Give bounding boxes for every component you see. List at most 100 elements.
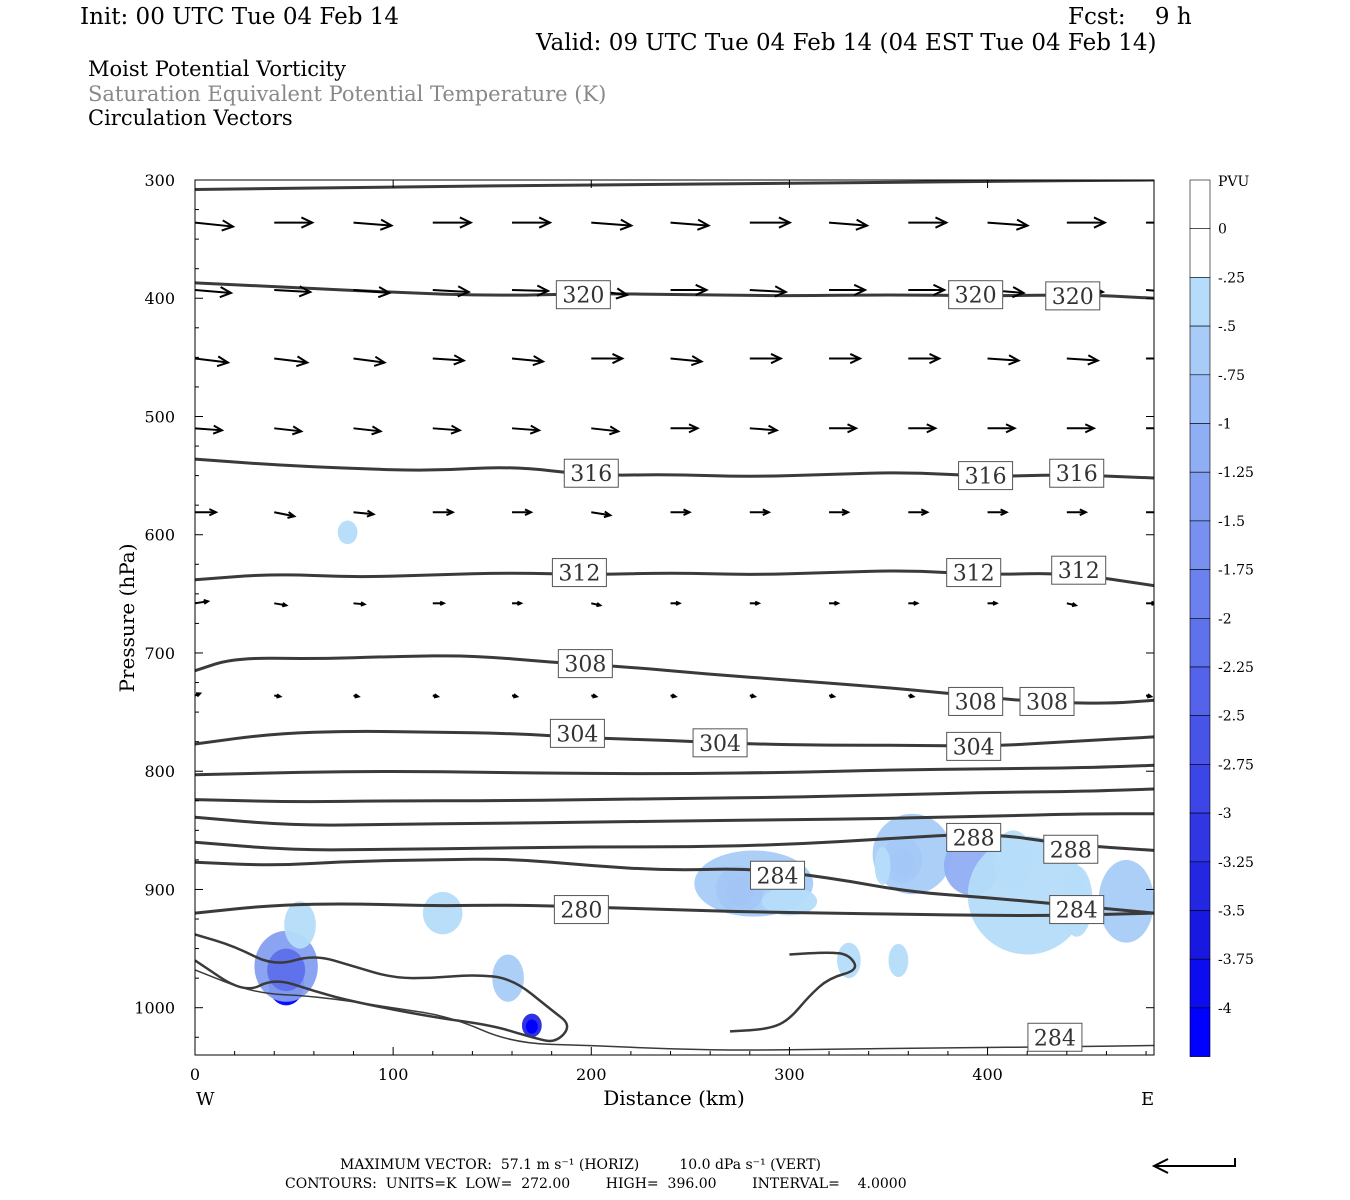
- colorbar-tick-label: -.25: [1218, 270, 1245, 286]
- contour-label: 320: [1052, 285, 1094, 310]
- circulation-vector: [987, 508, 1009, 517]
- colorbar-swatch: [1189, 617, 1211, 668]
- contour-label: 304: [699, 732, 741, 757]
- contour-label: 288: [953, 826, 995, 851]
- contour-label: 280: [560, 899, 602, 924]
- circulation-vector: [987, 423, 1017, 434]
- contour-label-box: [1027, 1022, 1083, 1052]
- colorbar-tick-label: -1.25: [1218, 465, 1254, 481]
- init-time: Init: 00 UTC Tue 04 Feb 14: [80, 4, 400, 30]
- contour-label: 288: [1050, 838, 1092, 863]
- circulation-vector: [670, 283, 709, 296]
- circulation-vector: [591, 510, 613, 519]
- contour-label: 284: [1056, 899, 1098, 924]
- contour-label-box: [946, 558, 1002, 588]
- circulation-vector: [670, 600, 682, 606]
- y-tick-label: 400: [144, 289, 175, 308]
- colorbar-swatch: [1189, 520, 1211, 570]
- circulation-vector: [274, 602, 289, 608]
- contour-label: 284: [757, 864, 799, 889]
- contour-label: 316: [570, 462, 612, 487]
- circulation-vector: [512, 508, 534, 517]
- circulation-vector: [511, 355, 546, 367]
- colorbar-swatch: [1189, 179, 1211, 230]
- circulation-vector: [432, 693, 441, 699]
- circulation-vector: [512, 600, 524, 606]
- circulation-vector: [195, 692, 203, 698]
- circulation-vector: [1146, 357, 1154, 360]
- colorbar-tick-label: -2: [1218, 611, 1232, 627]
- circulation-vector: [511, 284, 551, 297]
- x-axis-label: Distance (km): [603, 1086, 745, 1110]
- circulation-vector: [511, 424, 542, 435]
- y-tick-label: 900: [144, 880, 175, 899]
- colorbar-swatch: [1189, 423, 1211, 473]
- contour-label-box: [1049, 458, 1105, 488]
- contour-label: 316: [1056, 462, 1098, 487]
- contour-label: 308: [1026, 690, 1068, 715]
- colorbar-tick-label: -2.25: [1218, 660, 1254, 676]
- circulation-vector: [432, 424, 463, 435]
- circulation-vector: [987, 354, 1021, 366]
- circulation-vector: [432, 600, 447, 606]
- circulation-vector: [829, 423, 859, 434]
- colorbar-tick-label: -3: [1218, 806, 1232, 822]
- y-tick-label: 700: [144, 644, 175, 663]
- circulation-vector: [274, 693, 283, 699]
- circulation-vector: [987, 600, 999, 606]
- circulation-vector: [670, 508, 692, 517]
- mpv-shade: [1098, 859, 1154, 943]
- contour-label-box: [555, 280, 611, 310]
- forecast-hour: Fcst: 9 h: [1068, 4, 1192, 30]
- contour-label-box: [948, 686, 1004, 716]
- circulation-vector: [353, 425, 383, 436]
- colorbar-swatch: [1189, 325, 1211, 376]
- circulation-vector: [908, 216, 949, 229]
- circulation-vector: [1145, 288, 1154, 292]
- isentrope-324: [195, 180, 1154, 191]
- circulation-vector: [1146, 511, 1154, 514]
- colorbar-tick-label: -3.75: [1218, 952, 1254, 968]
- x-tick-label: 300: [774, 1065, 805, 1084]
- x-tick-label: 100: [378, 1065, 409, 1084]
- mpv-shade: [267, 948, 306, 992]
- circulation-vector: [432, 354, 467, 366]
- title-mpv: Moist Potential Vorticity: [88, 57, 346, 81]
- x-end-label-left: W: [196, 1089, 215, 1110]
- y-tick-label: 600: [144, 526, 175, 545]
- colorbar-swatch: [1189, 958, 1211, 1009]
- x-end-label-right: E: [1141, 1089, 1154, 1110]
- contour-label-box: [553, 895, 609, 925]
- circulation-vector: [591, 602, 603, 608]
- circulation-vector: [1066, 216, 1108, 229]
- colorbar-swatch: [1189, 569, 1211, 619]
- circulation-vector: [749, 600, 762, 606]
- boundary-contour: [729, 951, 857, 1033]
- colorbar-swatch: [1189, 471, 1211, 522]
- contour-label: 316: [965, 465, 1007, 490]
- circulation-vector: [670, 355, 704, 367]
- circulation-vector: [829, 283, 868, 296]
- mpv-shade: [337, 520, 358, 545]
- contour-label: 312: [558, 562, 600, 587]
- contour-label-box: [1049, 895, 1105, 925]
- circulation-vector: [670, 693, 678, 699]
- circulation-vector: [432, 508, 456, 517]
- mpv-shade: [872, 813, 952, 895]
- y-tick-label: 500: [144, 407, 175, 426]
- colorbar-swatch: [1189, 277, 1211, 327]
- circulation-vector: [749, 424, 780, 435]
- isentrope-284: [195, 857, 1154, 915]
- circulation-vector: [1146, 427, 1154, 430]
- circulation-vector: [829, 600, 841, 606]
- circulation-vector: [274, 216, 315, 229]
- contour-label-box: [958, 461, 1014, 491]
- colorbar-tick-label: -1.75: [1218, 563, 1254, 579]
- y-tick-label: 300: [144, 171, 175, 190]
- contour-label: 308: [564, 653, 606, 678]
- circulation-vector: [353, 509, 376, 518]
- isentrope-304: [195, 729, 1154, 748]
- x-tick-label: 400: [972, 1065, 1003, 1084]
- contour-label-box: [946, 731, 1002, 761]
